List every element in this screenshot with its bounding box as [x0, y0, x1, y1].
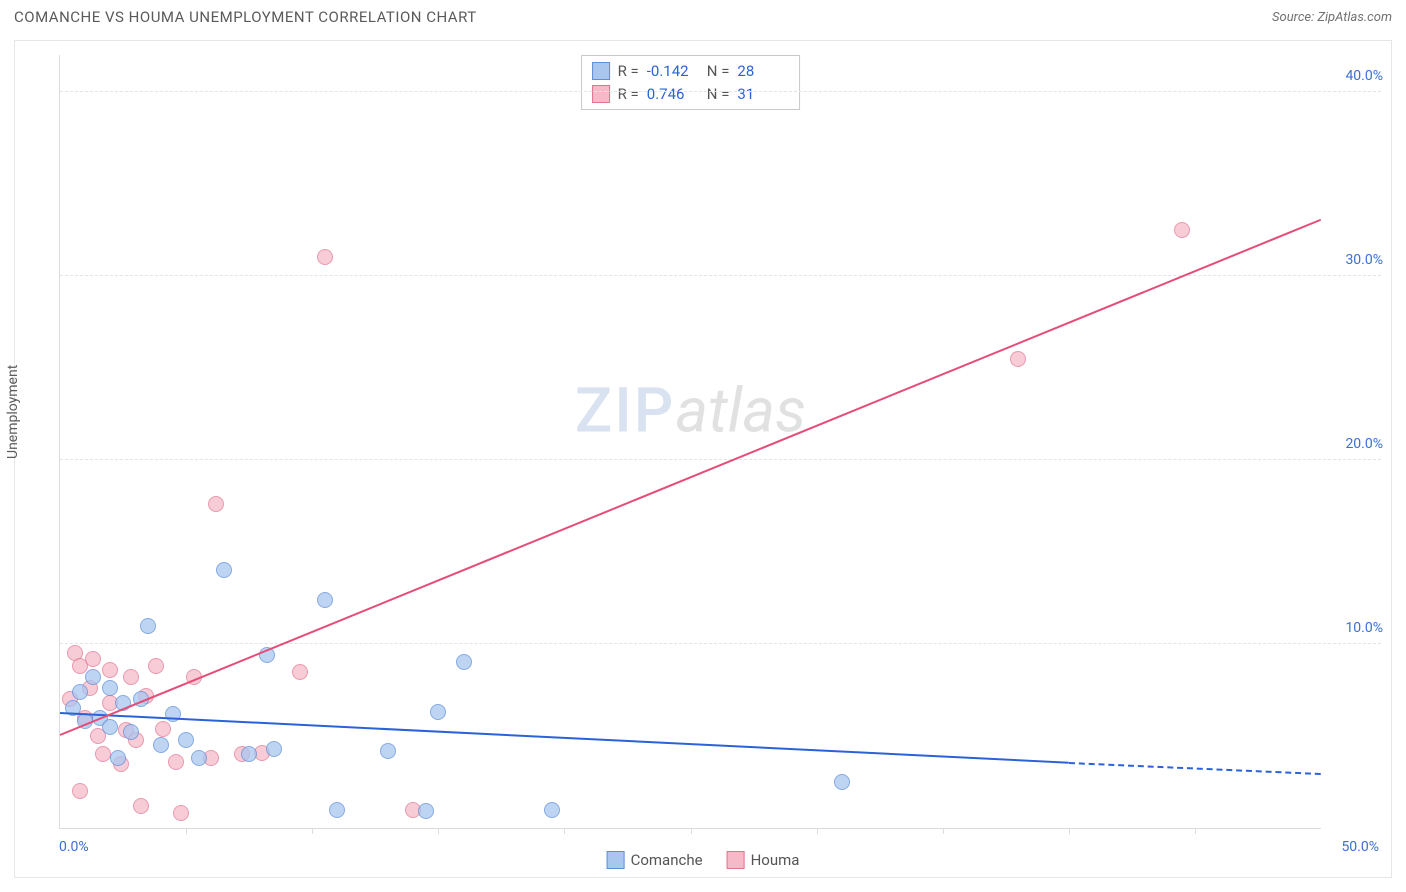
- comanche-point: [102, 680, 118, 696]
- legend: Comanche Houma: [607, 851, 800, 869]
- chart-container: Unemployment ZIPatlas R = -0.142 N = 28 …: [14, 40, 1392, 878]
- comanche-point: [178, 732, 194, 748]
- houma-trend-line: [60, 219, 1322, 736]
- houma-point: [173, 805, 189, 821]
- y-axis-label: Unemployment: [5, 365, 21, 459]
- comanche-point: [102, 719, 118, 735]
- plot-area: ZIPatlas R = -0.142 N = 28 R = 0.746 N =…: [59, 55, 1321, 829]
- comanche-point: [380, 743, 396, 759]
- comanche-point: [430, 704, 446, 720]
- houma-point: [155, 721, 171, 737]
- x-tick: [943, 828, 944, 834]
- watermark: ZIPatlas: [575, 374, 806, 447]
- houma-legend-swatch: [727, 851, 745, 869]
- comanche-trend-line-extrapolated: [1069, 762, 1321, 775]
- n-label: N =: [707, 60, 730, 83]
- houma-point: [102, 662, 118, 678]
- houma-point: [292, 664, 308, 680]
- comanche-point: [123, 724, 139, 740]
- source-attribution: Source: ZipAtlas.com: [1272, 10, 1392, 25]
- y-tick-label: 30.0%: [1345, 252, 1383, 268]
- comanche-point: [418, 803, 434, 819]
- comanche-legend-label: Comanche: [631, 851, 703, 869]
- comanche-point: [85, 669, 101, 685]
- houma-point: [168, 754, 184, 770]
- comanche-point: [834, 774, 850, 790]
- x-tick: [564, 828, 565, 834]
- legend-item-comanche: Comanche: [607, 851, 703, 869]
- x-tick: [312, 828, 313, 834]
- houma-point: [72, 783, 88, 799]
- comanche-point: [544, 802, 560, 818]
- comanche-point: [266, 741, 282, 757]
- houma-r-value: 0.746: [647, 83, 699, 106]
- comanche-r-value: -0.142: [647, 60, 699, 83]
- y-tick-label: 20.0%: [1345, 436, 1383, 452]
- x-tick: [438, 828, 439, 834]
- source-link[interactable]: ZipAtlas.com: [1317, 10, 1392, 25]
- legend-item-houma: Houma: [727, 851, 800, 869]
- x-tick: [1069, 828, 1070, 834]
- source-prefix: Source:: [1272, 10, 1317, 25]
- comanche-point: [191, 750, 207, 766]
- r-label: R =: [618, 60, 639, 83]
- gridline: [60, 459, 1381, 460]
- houma-point: [208, 496, 224, 512]
- houma-point: [317, 249, 333, 265]
- houma-point: [85, 651, 101, 667]
- gridline: [60, 91, 1381, 92]
- houma-point: [123, 669, 139, 685]
- x-axis-max-label: 50.0%: [1341, 839, 1379, 855]
- x-tick: [186, 828, 187, 834]
- n-label: N =: [707, 83, 730, 106]
- comanche-point: [110, 750, 126, 766]
- chart-title: COMANCHE VS HOUMA UNEMPLOYMENT CORRELATI…: [14, 8, 477, 26]
- stats-row-comanche: R = -0.142 N = 28: [592, 60, 790, 83]
- houma-point: [1174, 222, 1190, 238]
- x-tick: [691, 828, 692, 834]
- houma-point: [1010, 351, 1026, 367]
- y-tick-label: 40.0%: [1345, 68, 1383, 84]
- gridline: [60, 643, 1381, 644]
- comanche-point: [72, 684, 88, 700]
- comanche-point: [140, 618, 156, 634]
- houma-point: [95, 746, 111, 762]
- comanche-point: [153, 737, 169, 753]
- houma-legend-label: Houma: [751, 851, 800, 869]
- comanche-legend-swatch: [607, 851, 625, 869]
- stats-row-houma: R = 0.746 N = 31: [592, 83, 790, 106]
- comanche-point: [456, 654, 472, 670]
- houma-point: [148, 658, 164, 674]
- houma-n-value: 31: [737, 83, 789, 106]
- comanche-point: [241, 746, 257, 762]
- houma-point: [133, 798, 149, 814]
- watermark-part1: ZIP: [575, 374, 676, 447]
- houma-swatch: [592, 85, 610, 103]
- comanche-point: [317, 592, 333, 608]
- x-tick: [817, 828, 818, 834]
- comanche-point: [329, 802, 345, 818]
- x-tick: [1195, 828, 1196, 834]
- r-label: R =: [618, 83, 639, 106]
- correlation-stats-box: R = -0.142 N = 28 R = 0.746 N = 31: [581, 55, 801, 110]
- comanche-n-value: 28: [737, 60, 789, 83]
- x-axis-min-label: 0.0%: [59, 839, 89, 855]
- comanche-point: [216, 562, 232, 578]
- comanche-swatch: [592, 62, 610, 80]
- y-tick-label: 10.0%: [1345, 620, 1383, 636]
